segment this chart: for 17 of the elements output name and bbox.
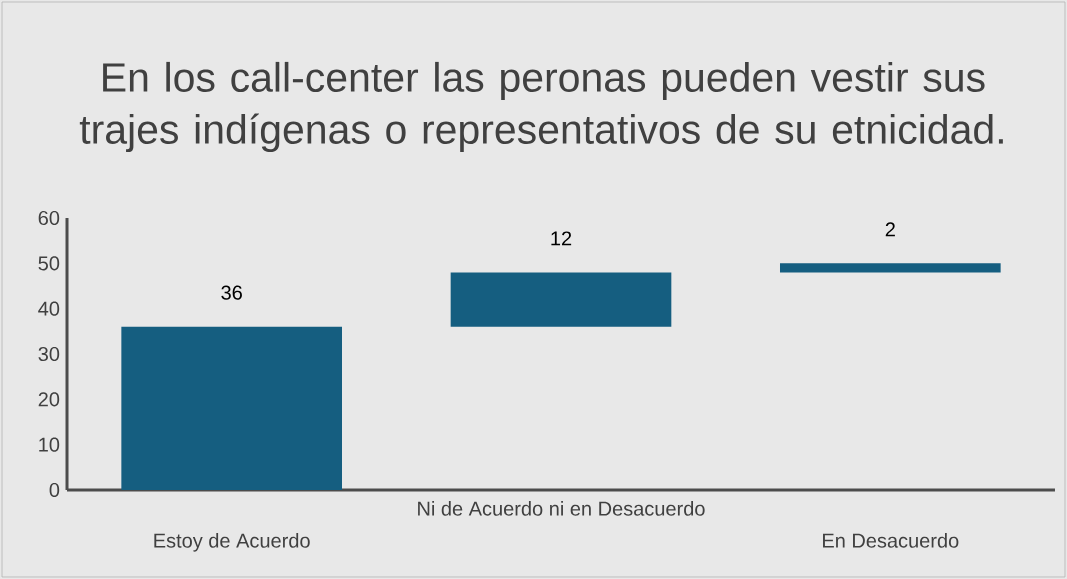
bar	[450, 272, 672, 327]
x-tick-label: Ni de Acuerdo ni en Desacuerdo	[418, 501, 705, 516]
y-tick-label: 50	[38, 256, 60, 271]
x-tick-label: Estoy de Acuerdo	[154, 533, 310, 552]
x-tick-label: En Desacuerdo	[823, 533, 959, 548]
data-label: 36	[221, 285, 242, 300]
y-tick-label: 20	[38, 392, 60, 407]
y-tick-label: 60	[38, 210, 60, 226]
y-tick-label: 40	[38, 301, 60, 316]
data-label: 12	[551, 231, 572, 246]
bar	[780, 263, 1001, 273]
chart-title: En los call-center las peronas pueden vestir sus trajes indígenas o representativos de su etnicidad.	[79, 61, 1003, 153]
y-tick-label: 10	[39, 437, 60, 452]
data-label: 2	[885, 222, 895, 237]
y-tick-label: 0	[49, 482, 60, 498]
y-tick-label: 30	[38, 346, 60, 362]
bar	[121, 326, 342, 490]
